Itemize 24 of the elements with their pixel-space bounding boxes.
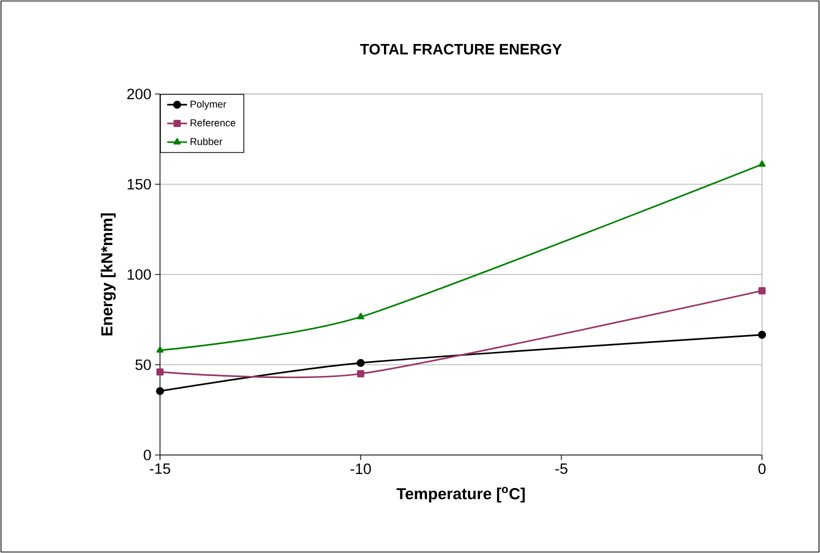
point bbox=[156, 346, 164, 353]
point bbox=[357, 312, 364, 320]
y-tick-label: 100 bbox=[128, 269, 151, 280]
x-axis-title: Temperature [$^{o}$C] bbox=[396, 486, 525, 502]
legend-label: Polymer bbox=[190, 100, 226, 110]
point bbox=[156, 368, 164, 376]
y-tick-label: 50 bbox=[135, 359, 151, 370]
x-tick-label: -15 bbox=[150, 464, 170, 474]
point bbox=[758, 330, 766, 339]
x-tick-label: -10 bbox=[350, 464, 371, 474]
legend-label: Reference bbox=[190, 119, 236, 126]
point bbox=[357, 370, 364, 378]
y-axis-title: Energy [kN*mm] bbox=[100, 213, 116, 336]
x-tick-label: 0 bbox=[758, 464, 766, 474]
y-tick-label: 150 bbox=[128, 178, 151, 190]
point bbox=[156, 387, 164, 396]
point bbox=[356, 358, 365, 367]
y-tick-label: 0 bbox=[144, 450, 151, 460]
x-tick-label: -5 bbox=[555, 464, 568, 474]
y-tick-label: 200 bbox=[127, 88, 151, 100]
chart-title: TOTAL FRACTURE ENERGY bbox=[360, 44, 562, 54]
point bbox=[758, 160, 766, 167]
legend-label: Rubber bbox=[190, 138, 222, 146]
point bbox=[758, 287, 766, 294]
